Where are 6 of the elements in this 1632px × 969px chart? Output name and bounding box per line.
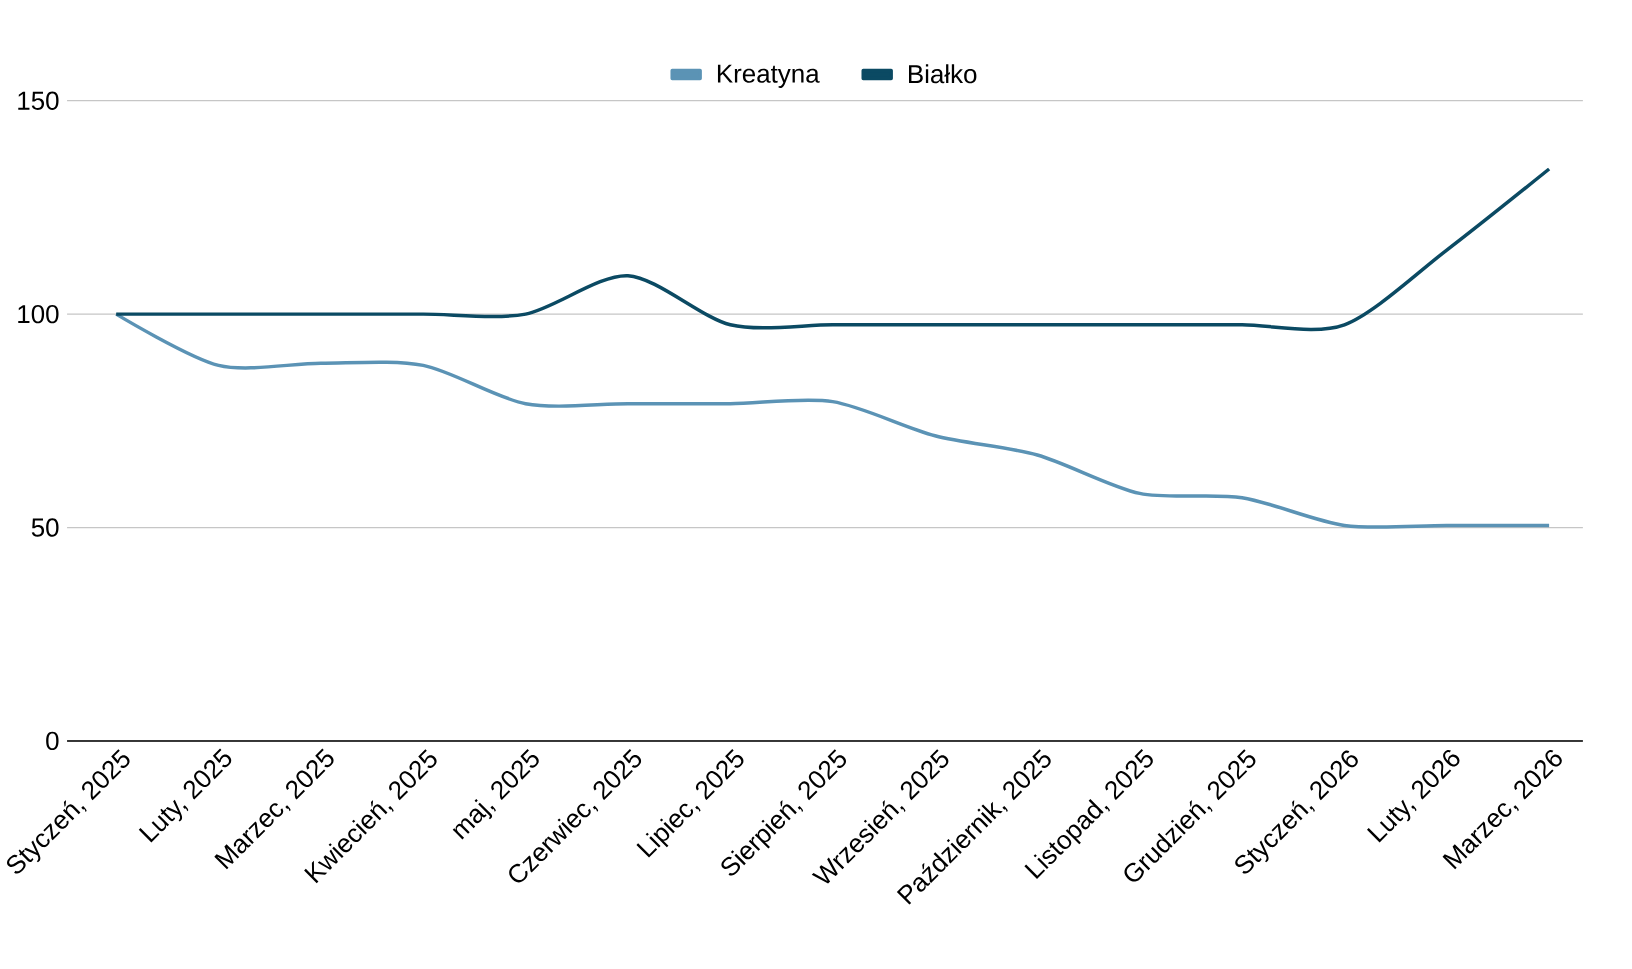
y-tick-label: 100 bbox=[18, 304, 59, 324]
y-tick-label: 150 bbox=[18, 91, 59, 110]
y-tick-label: 50 bbox=[31, 518, 59, 537]
legend-label: Kreatyna bbox=[717, 64, 820, 88]
y-tick-label: 0 bbox=[46, 731, 59, 750]
legend-label: Białko bbox=[909, 64, 977, 84]
